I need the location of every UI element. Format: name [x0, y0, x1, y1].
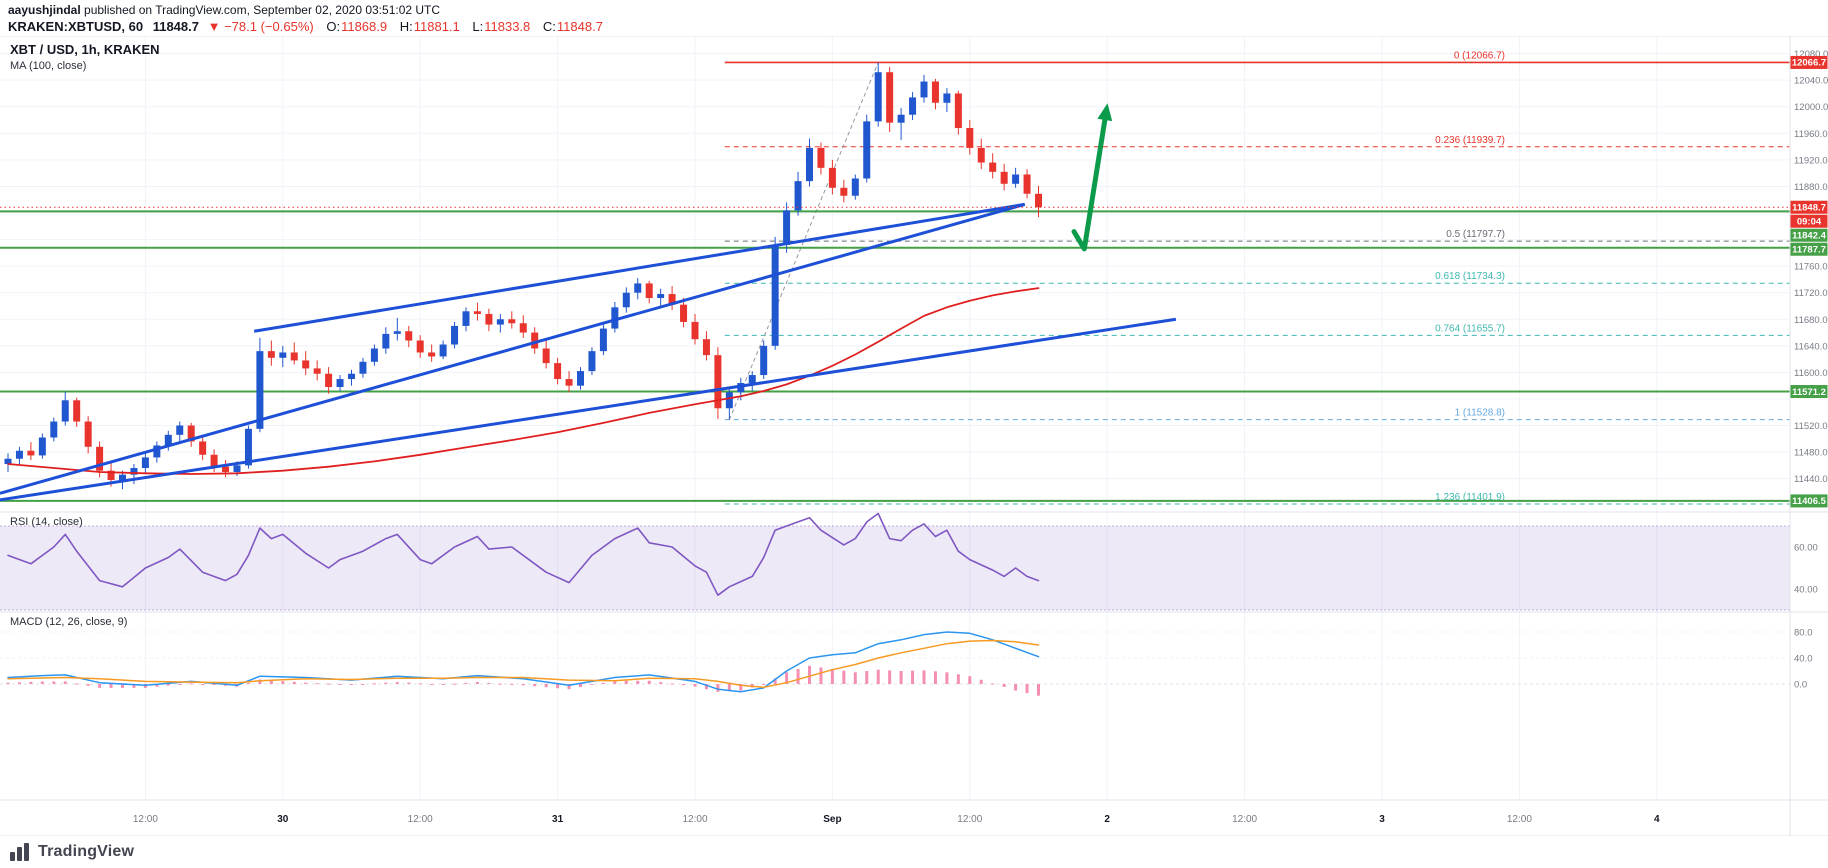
- high-value: 11881.1: [413, 19, 460, 34]
- svg-text:11640.0: 11640.0: [1794, 341, 1828, 352]
- svg-text:0 (12066.7): 0 (12066.7): [1454, 50, 1505, 61]
- tradingview-logo[interactable]: [10, 843, 31, 861]
- price-change: ▼ −78.1 (−0.65%): [207, 19, 314, 34]
- publish-info: published on TradingView.com, September …: [80, 3, 441, 17]
- price-axis-badges: 12066.7 11848.7 09:04 11842.4 11787.7 11571.2…: [1790, 55, 1828, 508]
- pane-dividers: [0, 35, 1828, 837]
- close-value: 11848.7: [556, 19, 603, 34]
- low-label: L:: [472, 19, 484, 34]
- close-label: C:: [542, 19, 556, 34]
- svg-text:12:00: 12:00: [1507, 814, 1532, 825]
- high-label: H:: [399, 19, 413, 34]
- svg-text:80.0: 80.0: [1794, 628, 1813, 639]
- svg-text:4: 4: [1654, 814, 1660, 825]
- svg-text:40.00: 40.00: [1794, 584, 1818, 595]
- svg-text:11787.7: 11787.7: [1792, 245, 1826, 256]
- macd-signal-line: [7, 639, 1040, 689]
- rsi-band: [0, 525, 1790, 611]
- open-value: 11868.9: [341, 19, 388, 34]
- svg-text:60.00: 60.00: [1794, 543, 1818, 554]
- svg-text:11880.0: 11880.0: [1794, 182, 1828, 193]
- ma-line: [7, 287, 1040, 475]
- fib-retracement[interactable]: 0 (12066.7) 0.236 (11939.7) 0.5 (11797.7) 0…: [724, 50, 1790, 505]
- time-axis[interactable]: 12:00 30 12:00 31 12:00 Sep 12:00 2 12:00 3 12:00 4: [133, 814, 1660, 825]
- svg-text:11571.2: 11571.2: [1792, 387, 1826, 398]
- svg-text:11680.0: 11680.0: [1794, 315, 1828, 326]
- macd-line: [7, 631, 1040, 693]
- svg-text:2: 2: [1104, 814, 1110, 825]
- low-value: 11833.8: [484, 19, 531, 34]
- chart-legend: XBT / USD, 1h, KRAKEN MA (100, close): [10, 42, 160, 72]
- price-axis[interactable]: 11440.0 11480.0 11520.0 11600.0 11640.0 11680…: [1790, 36, 1828, 836]
- support-lines[interactable]: [0, 210, 1790, 502]
- svg-text:40.0: 40.0: [1794, 654, 1813, 665]
- svg-text:12080.0: 12080.0: [1794, 49, 1828, 60]
- svg-text:0.5 (11797.7): 0.5 (11797.7): [1446, 229, 1505, 240]
- rsi-line: [7, 512, 1040, 597]
- svg-text:12:00: 12:00: [1232, 814, 1257, 825]
- svg-text:Sep: Sep: [823, 814, 841, 825]
- footer: TradingView: [0, 836, 1828, 868]
- svg-text:30: 30: [277, 814, 289, 825]
- macd-legend: MACD (12, 26, close, 9): [10, 616, 128, 628]
- tradingview-brand[interactable]: TradingView: [38, 843, 135, 860]
- symbol-line: KRAKEN:XBTUSD, 60 11848.7 ▼ −78.1 (−0.65…: [0, 17, 1828, 34]
- rsi-legend: RSI (14, close): [10, 516, 83, 528]
- svg-text:12:00: 12:00: [133, 814, 158, 825]
- svg-text:0.618 (11734.3): 0.618 (11734.3): [1435, 271, 1505, 282]
- svg-text:11480.0: 11480.0: [1794, 448, 1828, 459]
- svg-text:1.236 (11401.9): 1.236 (11401.9): [1435, 492, 1505, 503]
- svg-text:11406.5: 11406.5: [1792, 496, 1827, 507]
- svg-text:11600.0: 11600.0: [1794, 368, 1828, 379]
- svg-text:3: 3: [1379, 814, 1385, 825]
- svg-text:12000.0: 12000.0: [1794, 102, 1828, 113]
- svg-text:11842.4: 11842.4: [1792, 231, 1827, 242]
- svg-text:11848.7: 11848.7: [1792, 203, 1826, 214]
- svg-text:11720.0: 11720.0: [1794, 288, 1828, 299]
- svg-text:1 (11528.8): 1 (11528.8): [1455, 408, 1505, 419]
- open-label: O:: [326, 19, 341, 34]
- svg-text:11520.0: 11520.0: [1794, 421, 1828, 432]
- svg-text:12066.7: 12066.7: [1792, 58, 1826, 69]
- svg-text:31: 31: [552, 814, 564, 825]
- last-price: 11848.7: [152, 19, 199, 34]
- svg-text:12:00: 12:00: [682, 814, 707, 825]
- svg-text:12:00: 12:00: [408, 814, 433, 825]
- publisher-name: aayushjindal: [8, 3, 81, 17]
- svg-text:09:04: 09:04: [1797, 217, 1822, 228]
- svg-text:11920.0: 11920.0: [1794, 155, 1828, 166]
- macd-histogram: [6, 665, 1040, 696]
- svg-text:12040.0: 12040.0: [1794, 76, 1828, 87]
- svg-text:11960.0: 11960.0: [1794, 129, 1828, 140]
- chart-legend-ma: MA (100, close): [10, 60, 87, 72]
- trendlines[interactable]: [0, 202, 1177, 502]
- svg-text:11760.0: 11760.0: [1794, 262, 1828, 273]
- symbol-title: KRAKEN:XBTUSD, 60: [8, 19, 144, 34]
- svg-text:0.236 (11939.7): 0.236 (11939.7): [1435, 135, 1505, 146]
- publish-header: aayushjindal published on TradingView.co…: [0, 0, 1828, 36]
- svg-text:11440.0: 11440.0: [1794, 474, 1828, 485]
- svg-text:12:00: 12:00: [957, 814, 982, 825]
- svg-text:0.0: 0.0: [1794, 680, 1807, 691]
- green-arrow-annotation[interactable]: [1071, 103, 1113, 252]
- chart-legend-symbol: XBT / USD, 1h, KRAKEN: [10, 42, 160, 57]
- publisher-line: aayushjindal published on TradingView.co…: [0, 0, 1828, 17]
- svg-text:0.764 (11655.7): 0.764 (11655.7): [1435, 323, 1505, 334]
- candlestick-series: [4, 62, 1042, 490]
